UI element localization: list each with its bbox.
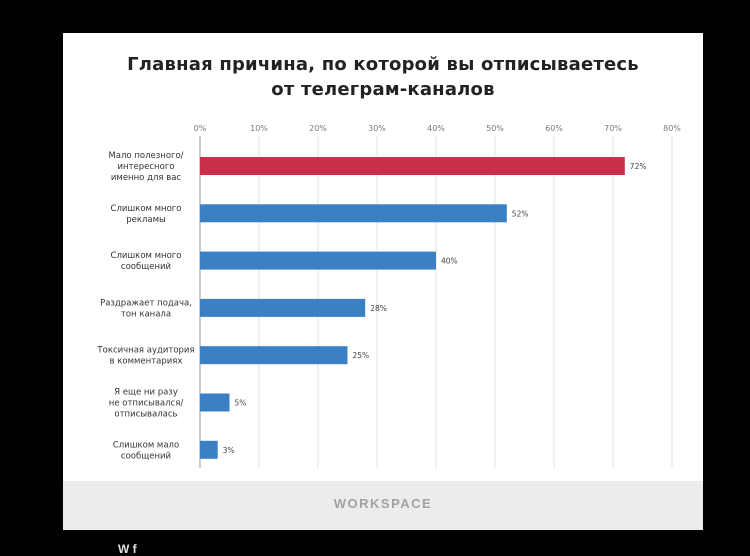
bar: [200, 157, 625, 175]
value-label: 3%: [223, 446, 235, 455]
brand-logo: WORKSPACE: [333, 496, 433, 511]
slide: Главная причина, по которой вы отписывае…: [63, 33, 703, 530]
bar-chart: 0% 10% 20% 30% 40% 50% 60% 70% 80% Мало полезного…: [96, 124, 681, 468]
chart-title-line-1: Главная причина, по которой вы отписывае…: [127, 54, 639, 75]
tick-label: 10%: [250, 124, 268, 133]
tick-label: 70%: [604, 124, 622, 133]
bar: [200, 393, 230, 412]
value-label: 40%: [441, 257, 458, 266]
bottom-caption: W f: [118, 542, 137, 556]
category-label: Слишком мало сообщений: [113, 440, 179, 461]
tick-label: 20%: [309, 124, 327, 133]
value-label: 5%: [235, 399, 247, 408]
category-label: Токсичная аудитория в комментариях: [96, 346, 194, 367]
tick-label: 60%: [545, 124, 563, 133]
footer-band: [63, 481, 703, 530]
tick-label: 50%: [486, 124, 504, 133]
category-label: Слишком много сообщений: [111, 251, 182, 272]
category-label: Слишком много рекламы: [111, 204, 182, 225]
value-label: 28%: [370, 304, 387, 313]
value-label: 72%: [630, 162, 647, 171]
tick-label: 0%: [194, 124, 207, 133]
category-label: Я еще ни разу не отписывался/отписывалась: [109, 388, 184, 420]
bar: [200, 251, 436, 270]
tick-label: 40%: [427, 124, 445, 133]
bar: [200, 204, 507, 223]
chart-title-line-2: от телеграм-каналов: [271, 79, 495, 100]
tick-label: 30%: [368, 124, 386, 133]
value-label: 25%: [353, 351, 370, 360]
bar: [200, 298, 366, 317]
tick-label: 80%: [663, 124, 681, 133]
bar: [200, 346, 348, 365]
value-label: 52%: [512, 209, 529, 218]
bar: [200, 440, 218, 459]
category-label: Мало полезного/интересного именно для вас: [108, 151, 183, 183]
category-label: Раздражает подача, тон канала: [100, 298, 192, 319]
